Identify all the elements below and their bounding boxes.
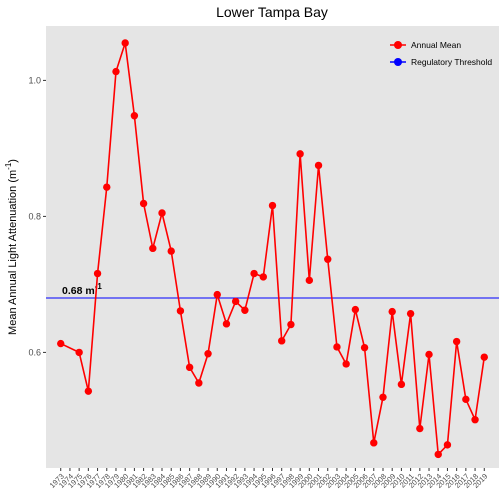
data-point — [195, 379, 203, 387]
data-point — [268, 201, 277, 210]
data-point — [360, 343, 369, 352]
data-point — [130, 112, 139, 120]
data-point — [397, 380, 406, 389]
data-point — [139, 199, 148, 208]
data-point — [158, 209, 166, 217]
data-point — [388, 307, 396, 316]
data-point — [103, 183, 111, 191]
data-point — [471, 416, 479, 424]
data-point — [452, 337, 461, 346]
chart-title: Lower Tampa Bay — [216, 4, 328, 20]
data-point — [342, 360, 350, 368]
y-axis-title: Mean Annual Light Attenuation (m-1) — [4, 159, 19, 335]
data-point — [222, 320, 231, 328]
data-point — [333, 343, 341, 351]
threshold-layer: 0.68 m-1 — [46, 282, 499, 299]
threshold-label: 0.68 m-1 — [62, 282, 102, 297]
data-point — [416, 424, 424, 433]
data-point — [176, 307, 185, 315]
series-line-annual-mean — [60, 42, 486, 456]
data-point — [84, 387, 93, 395]
data-point — [379, 393, 387, 401]
legend-key-annual-mean-point — [394, 41, 402, 49]
data-point — [75, 348, 83, 357]
legend-label-threshold: Regulatory Threshold — [411, 57, 492, 67]
data-point — [434, 450, 442, 459]
data-point — [278, 337, 286, 345]
data-point — [250, 269, 258, 278]
data-point — [296, 150, 304, 158]
data-point — [287, 320, 295, 329]
data-point — [204, 350, 212, 358]
y-tick-label: 1.0 — [28, 75, 41, 85]
legend-label-annual-mean: Annual Mean — [411, 40, 461, 50]
data-point — [57, 339, 65, 348]
data-point — [480, 353, 488, 361]
axes: 0.60.81.01973197419751976197719781979198… — [28, 75, 489, 490]
data-point — [213, 290, 221, 299]
data-point — [231, 297, 240, 306]
data-point — [370, 439, 378, 447]
data-point — [93, 269, 102, 278]
data-point — [241, 306, 249, 314]
legend-key-threshold-point — [394, 58, 402, 66]
data-point — [425, 350, 433, 359]
data-point — [351, 305, 360, 314]
legend: Annual Mean Regulatory Threshold — [386, 34, 496, 72]
data-point — [314, 161, 323, 170]
data-point — [443, 441, 452, 449]
series-layer — [57, 39, 488, 459]
data-point — [167, 247, 175, 255]
data-point — [149, 244, 157, 253]
legend-box — [386, 34, 496, 72]
data-point — [121, 39, 129, 47]
data-point — [305, 276, 314, 285]
data-point — [462, 395, 470, 404]
y-tick-label: 0.6 — [28, 347, 41, 357]
data-point — [406, 309, 415, 318]
data-point — [259, 273, 267, 281]
y-tick-label: 0.8 — [28, 211, 41, 221]
data-point — [324, 255, 332, 263]
data-point — [185, 363, 194, 372]
data-point — [112, 67, 120, 76]
